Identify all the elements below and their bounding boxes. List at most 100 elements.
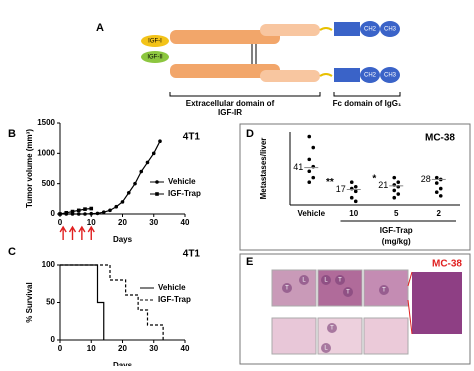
point — [392, 188, 397, 193]
treatment-arrow — [78, 225, 86, 240]
median-label: 21 — [378, 180, 388, 190]
point — [89, 211, 94, 216]
point — [396, 180, 401, 184]
point — [392, 175, 397, 180]
point — [76, 208, 81, 213]
point — [89, 206, 94, 211]
chart-title: 4T1 — [183, 249, 201, 260]
point — [133, 181, 137, 186]
series-line — [60, 140, 161, 215]
point — [307, 157, 312, 162]
legend-label: IGF-Trap — [168, 189, 201, 198]
median-label: 17 — [336, 184, 346, 194]
point — [83, 207, 87, 211]
tumor-nodule — [321, 343, 331, 353]
series-line — [60, 264, 105, 340]
point — [311, 145, 316, 150]
legend-label: IGF-Trap — [158, 295, 191, 304]
x-tick-label: 2 — [437, 209, 442, 218]
point — [158, 139, 162, 143]
ligand-label: IGF-I — [148, 39, 162, 45]
point — [438, 186, 443, 191]
panel-label: B — [8, 128, 16, 140]
x-tick-label: 0 — [58, 344, 63, 353]
point — [151, 151, 156, 156]
x-axis-label: Days — [113, 361, 133, 366]
zoom-line — [407, 271, 413, 287]
x-tick-label: 40 — [181, 218, 190, 227]
point — [58, 212, 62, 216]
median-label: 28 — [421, 174, 431, 184]
caption-box: Extracellular domain of IGF-IR — [185, 99, 275, 117]
significance: * — [372, 173, 376, 184]
point — [349, 195, 354, 200]
point — [353, 199, 358, 204]
point — [307, 180, 312, 184]
caption: Extracellular domain of IGF-IR — [185, 99, 275, 117]
histology-tile — [271, 269, 317, 307]
panel-label: E — [246, 256, 253, 268]
panel-title: MC-38 — [432, 259, 462, 270]
tile-label: T — [382, 288, 386, 294]
fc-hinge — [334, 68, 360, 82]
tumor-nodule — [335, 275, 345, 285]
chart-title: 4T1 — [183, 132, 201, 143]
linker — [319, 73, 333, 77]
linker — [319, 27, 333, 31]
x-tick-label: 5 — [394, 209, 399, 218]
x-axis-label: Days — [113, 235, 133, 244]
median-label: 41 — [293, 162, 303, 172]
caption: Fc domain of IgG₁ — [332, 99, 402, 108]
point — [126, 190, 131, 195]
domain — [380, 21, 400, 37]
point — [139, 169, 144, 174]
x-axis-unit: (mg/kg) — [382, 237, 411, 246]
point — [438, 194, 443, 198]
fc-hinge — [334, 22, 360, 36]
ligand — [141, 35, 169, 47]
point — [392, 195, 397, 200]
x-tick-label: 10 — [87, 344, 96, 353]
tile-label: L — [302, 278, 306, 284]
point — [64, 210, 69, 215]
panel-a: A CH2 CH3 CH2 CH3 IGF-I IGF-II Extracell… — [96, 21, 402, 117]
x-tick-label: 10 — [87, 218, 96, 227]
tile-label: L — [324, 278, 328, 284]
receptor-chain — [170, 64, 280, 78]
x-axis-label: IGF-Trap — [380, 226, 413, 235]
domain-label: CH2 — [364, 27, 377, 33]
point — [76, 212, 81, 216]
y-tick-label: 100 — [42, 260, 56, 269]
point — [145, 160, 150, 165]
x-tick-label: 30 — [149, 218, 158, 227]
treatment-arrow — [68, 225, 77, 240]
domain-label: CH3 — [384, 27, 397, 33]
ligand — [141, 51, 169, 63]
domain-label: CH2 — [364, 73, 377, 79]
panel-label: D — [246, 128, 254, 140]
y-axis-label: Tumor volume (mm³) — [25, 129, 34, 208]
panel-frame — [239, 123, 471, 251]
receptor-chain — [260, 24, 320, 36]
x-tick-label: 20 — [118, 344, 127, 353]
point — [114, 204, 119, 209]
point — [353, 189, 358, 194]
point — [434, 175, 439, 180]
histology-tile — [271, 317, 317, 355]
tumor-nodule — [379, 285, 389, 295]
y-tick-label: 500 — [42, 179, 56, 188]
panel-label: A — [96, 22, 104, 34]
histology-tile — [363, 317, 409, 355]
point — [83, 212, 87, 216]
point — [349, 180, 354, 184]
point — [307, 169, 312, 174]
domain — [380, 67, 400, 83]
x-tick-label: 30 — [149, 344, 158, 353]
series-line — [60, 264, 164, 340]
y-tick-label: 1500 — [37, 118, 55, 127]
legend-marker — [155, 192, 159, 196]
tumor-nodule — [343, 287, 353, 297]
domain-label: CH3 — [384, 73, 397, 79]
domain — [360, 67, 380, 83]
x-tick-label: 40 — [181, 344, 190, 353]
